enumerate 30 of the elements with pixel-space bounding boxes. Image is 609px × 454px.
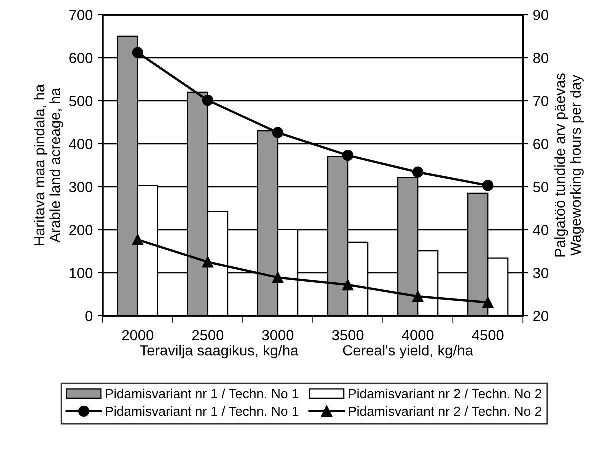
text: Cereal's yield, kg/ha: [343, 345, 474, 359]
x-tick-label: 4000: [402, 330, 434, 341]
y-tick-label: 400: [69, 139, 93, 150]
y2-tick-label: 60: [534, 139, 549, 150]
y-tick-label: 500: [69, 96, 93, 106]
x-tick-label: 2000: [122, 330, 154, 341]
y2-tick-label: 20: [534, 311, 549, 322]
y2-tick-label: 40: [533, 225, 549, 236]
x-tick-label: 4500: [472, 330, 504, 341]
y-tick-label: 200: [70, 225, 93, 236]
y2-tick-label: 50: [533, 182, 549, 192]
y2-tick-label: 70: [534, 96, 549, 106]
y-tick-label: 100: [70, 268, 93, 278]
legend-label: Pidamisvariant nr 1 / Techn. No 1: [106, 406, 299, 416]
y2-tick-label: 30: [533, 268, 549, 278]
y-tick-label: 0: [86, 311, 93, 322]
y2-tick-label: 90: [534, 10, 549, 20]
x-tick-label: 3500: [332, 330, 364, 341]
x-tick-label: 2500: [192, 330, 224, 341]
legend-label: Pidamisvariant nr 1 / Techn. No 1: [106, 388, 299, 399]
y2-tick-label: 80: [533, 53, 549, 64]
y-tick-label: 300: [69, 182, 93, 192]
y-tick-label: 700: [70, 10, 93, 20]
y-tick-label: 600: [70, 53, 93, 64]
y2-axis-title: Palgatöö tundide arv päevas Wageworking hours per day: [554, 74, 584, 257]
legend-label: Pidamisvariant nr 2 / Techn. No 2: [349, 388, 542, 399]
x-tick-label: 3000: [262, 330, 294, 341]
y-axis-title: Haritava maa pindala, ha Arable land acreage, ha: [34, 84, 64, 246]
text: Teravilja saagikus, kg/ha: [140, 345, 299, 359]
legend-label: Pidamisvariant nr 2 / Techn. No 2: [349, 406, 542, 416]
